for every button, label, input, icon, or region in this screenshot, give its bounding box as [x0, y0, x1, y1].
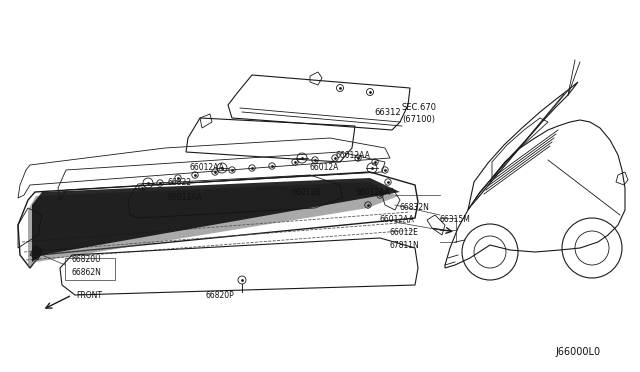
Text: 66820U: 66820U [72, 255, 102, 264]
Text: (67100): (67100) [402, 115, 435, 124]
Text: 66862N: 66862N [72, 268, 102, 277]
Text: 66820P: 66820P [205, 291, 234, 300]
Text: J66000L0: J66000L0 [555, 347, 600, 357]
Text: FRONT: FRONT [76, 291, 102, 300]
Text: 67811N: 67811N [390, 241, 420, 250]
Text: 66012B: 66012B [292, 188, 321, 197]
Text: 66012AA: 66012AA [168, 193, 203, 202]
Polygon shape [28, 182, 398, 268]
Text: 66832N: 66832N [400, 203, 430, 212]
Text: 66012A: 66012A [310, 163, 339, 172]
Text: 66312: 66312 [374, 108, 401, 117]
Polygon shape [32, 178, 400, 262]
Text: 66012AA: 66012AA [335, 151, 370, 160]
Text: 66822: 66822 [168, 178, 192, 187]
Text: 66012AA: 66012AA [190, 163, 225, 172]
Text: SEC.670: SEC.670 [402, 103, 437, 112]
Text: 66315M: 66315M [440, 215, 471, 224]
Text: 66012E: 66012E [390, 228, 419, 237]
Text: 66012AA: 66012AA [380, 215, 415, 224]
Polygon shape [30, 245, 42, 260]
Text: 66012AA: 66012AA [355, 188, 390, 197]
